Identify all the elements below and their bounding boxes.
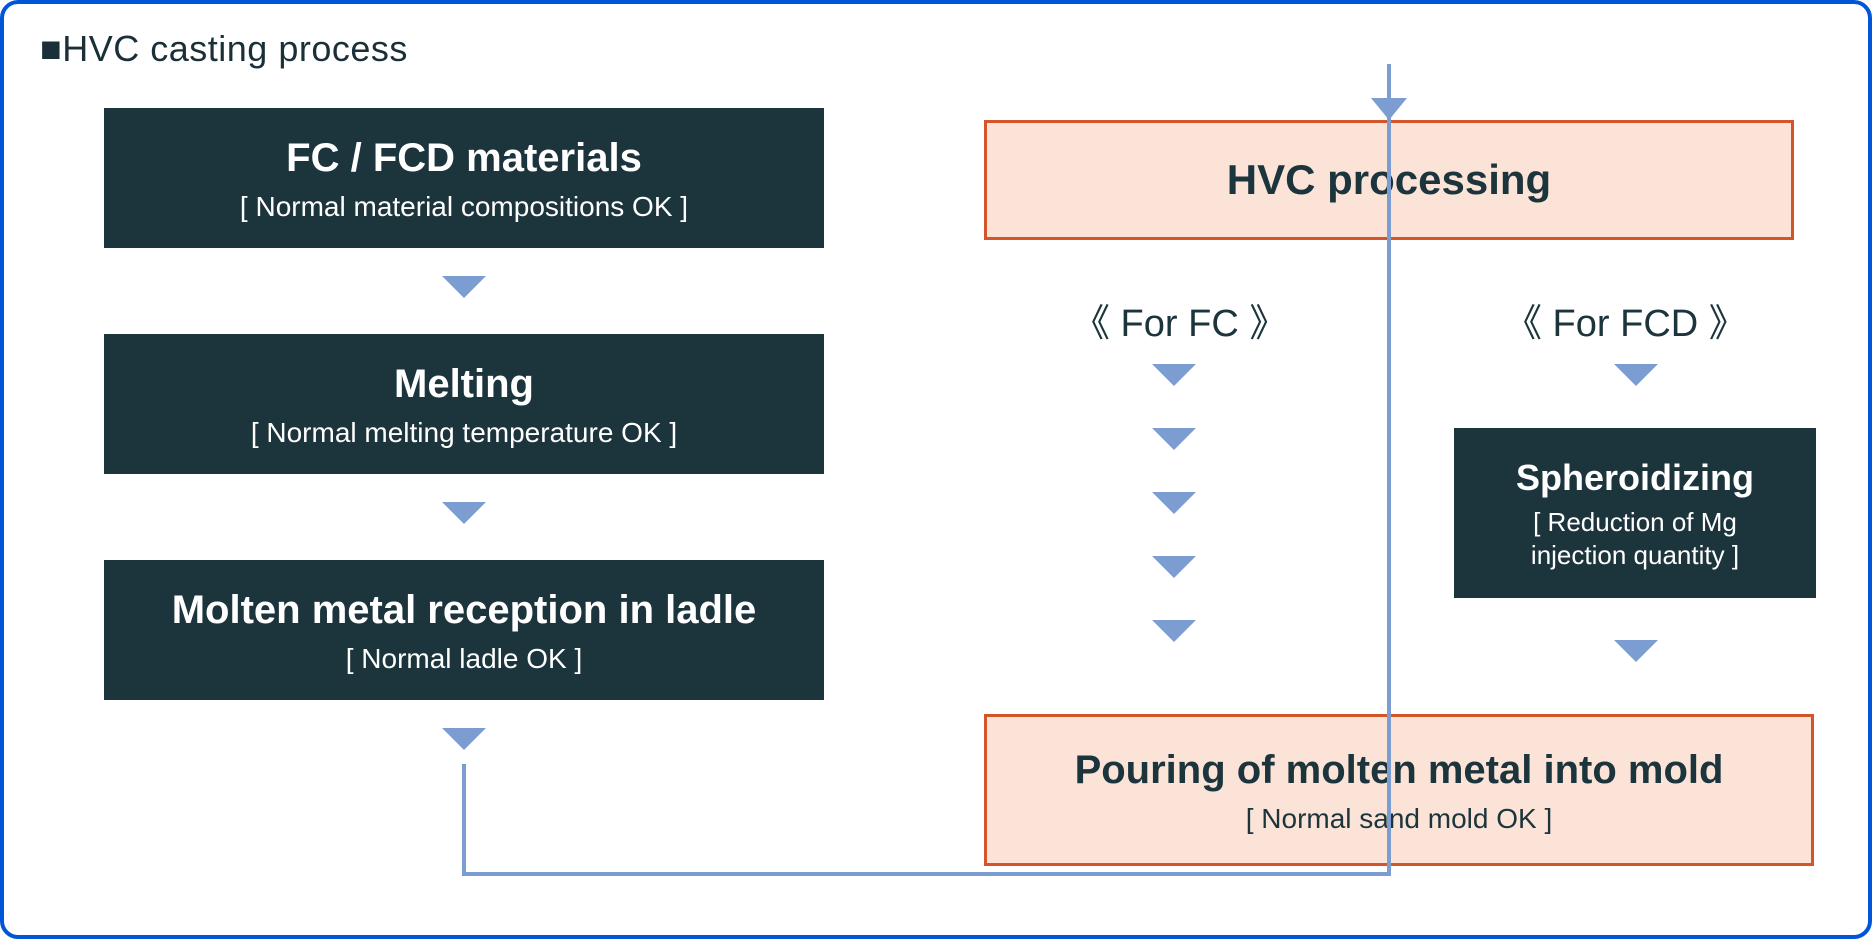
- chevron-down-icon: [1152, 364, 1196, 386]
- chevron-down-icon: [1614, 364, 1658, 386]
- node-spheroidizing-title: Spheroidizing: [1516, 455, 1754, 500]
- node-melting: Melting [ Normal melting temperature OK …: [104, 334, 824, 474]
- node-pouring-title: Pouring of molten metal into mold: [1075, 745, 1724, 795]
- node-ladle: Molten metal reception in ladle [ Normal…: [104, 560, 824, 700]
- node-pouring-sub: [ Normal sand mold OK ]: [1246, 801, 1553, 836]
- chevron-down-icon: [1614, 640, 1658, 662]
- node-materials-sub: [ Normal material compositions OK ]: [240, 189, 688, 224]
- chevron-down-icon: [442, 728, 486, 750]
- diagram-frame: ■HVC casting process FC / FCD materials …: [0, 0, 1872, 939]
- chevron-down-icon: [1152, 556, 1196, 578]
- chevron-down-icon: [1152, 428, 1196, 450]
- node-hvc-processing: HVC processing: [984, 120, 1794, 240]
- node-hvc-title: HVC processing: [1227, 154, 1551, 207]
- branch-label-fcd: 《 For FCD 》: [1504, 292, 1747, 347]
- node-melting-title: Melting: [394, 359, 534, 409]
- node-ladle-title: Molten metal reception in ladle: [172, 585, 757, 635]
- branch-label-fc: 《 For FC 》: [1072, 292, 1287, 347]
- chevron-down-icon: [442, 502, 486, 524]
- node-melting-sub: [ Normal melting temperature OK ]: [251, 415, 677, 450]
- chevron-down-icon: [1152, 492, 1196, 514]
- frame-title: ■HVC casting process: [40, 28, 408, 70]
- node-pouring: Pouring of molten metal into mold [ Norm…: [984, 714, 1814, 866]
- node-spheroidizing-sub: [ Reduction of Mginjection quantity ]: [1531, 506, 1739, 571]
- node-ladle-sub: [ Normal ladle OK ]: [346, 641, 583, 676]
- chevron-down-icon: [1152, 620, 1196, 642]
- node-materials-title: FC / FCD materials: [286, 133, 642, 183]
- chevron-down-icon: [442, 276, 486, 298]
- node-materials: FC / FCD materials [ Normal material com…: [104, 108, 824, 248]
- node-spheroidizing: Spheroidizing [ Reduction of Mginjection…: [1454, 428, 1816, 598]
